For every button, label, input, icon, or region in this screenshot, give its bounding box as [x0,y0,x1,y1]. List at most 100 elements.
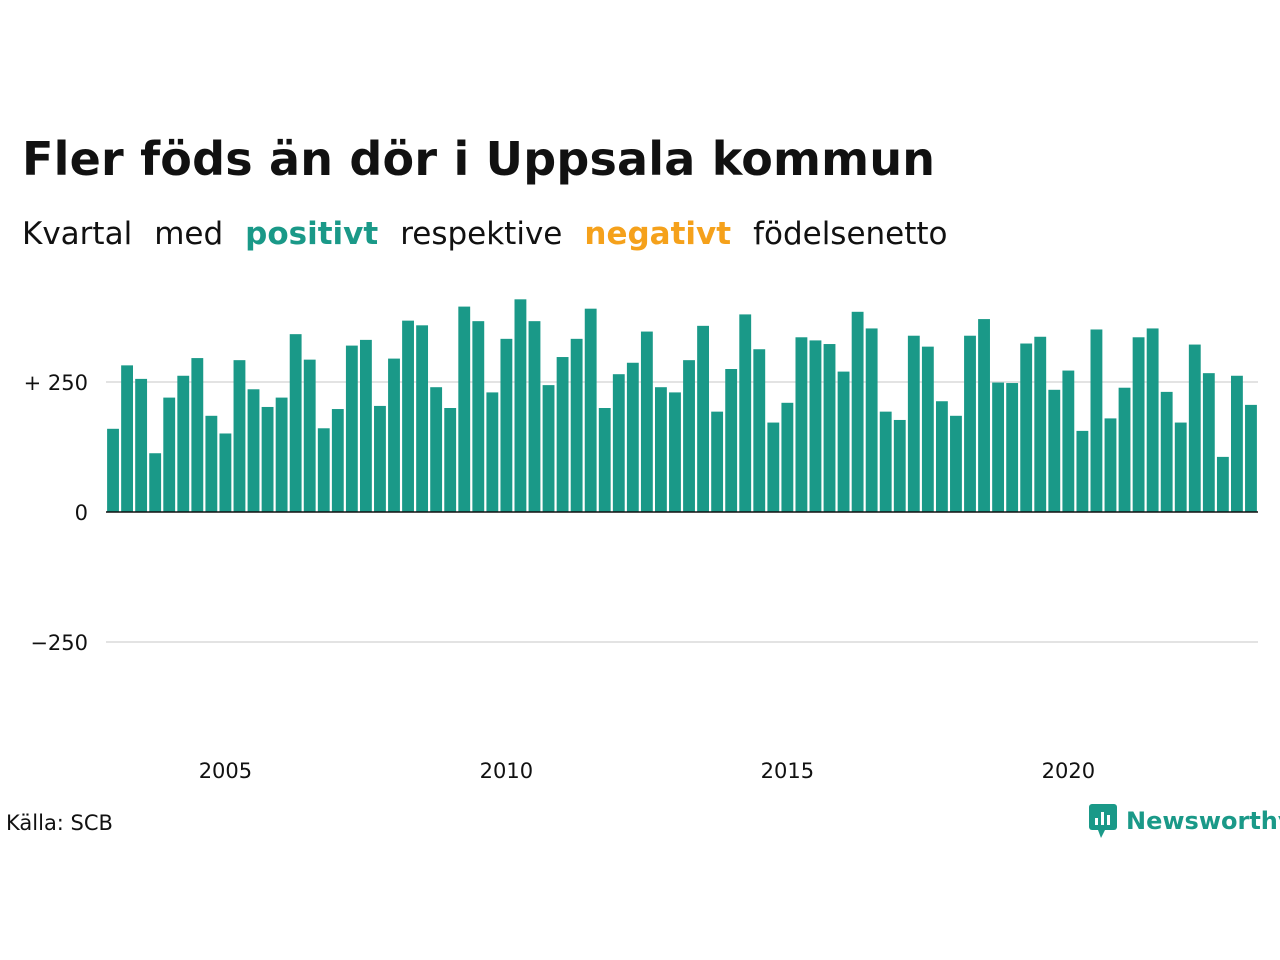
bar [121,365,133,512]
bar [191,358,204,512]
brand-name: Newsworthy [1126,807,1280,835]
bar [514,299,527,512]
bar [823,344,836,512]
bar-chart: + 250 0 −250 2005 2010 2015 2020 [24,299,1258,783]
bar [950,415,962,512]
bar [219,433,232,512]
bar [359,339,372,512]
bar [542,385,555,512]
bar [444,408,457,512]
x-tick-label: 2020 [1042,759,1095,783]
subtitle-word: med [154,216,224,252]
bar [107,428,119,512]
y-tick-label: 0 [75,501,88,525]
bar [1202,373,1215,512]
axes: + 250 0 −250 2005 2010 2015 2020 [24,371,1258,783]
bar [935,401,948,512]
y-tick-label: + 250 [24,371,88,395]
bar [725,369,738,512]
bar [289,334,302,512]
bar [163,397,176,512]
x-tick-label: 2015 [761,759,814,783]
bar [612,374,625,512]
subtitle-negative-word: negativt [584,216,732,252]
bar [1216,456,1229,512]
bar [1006,383,1019,512]
bar [711,411,724,512]
bar [402,320,414,512]
bar [275,397,288,512]
bar [1034,336,1047,512]
newsworthy-logo-icon [1089,804,1117,838]
subtitle-word: Kvartal [22,216,133,252]
bar [500,338,513,512]
bar [1090,329,1103,512]
bar [655,387,667,512]
bar [1048,389,1061,512]
bar [388,358,400,512]
source-note: Källa: SCB [6,811,113,835]
brand-logo: Newsworthy [1088,803,1280,839]
bars [107,299,1257,512]
bar [907,335,920,512]
y-tick-label: −250 [30,631,88,655]
bar [1062,370,1075,512]
bar [879,411,892,512]
x-tick-label: 2010 [480,759,533,783]
bar [1188,344,1201,512]
bar [472,321,485,512]
bar [458,306,471,512]
bar [233,360,246,512]
bar [331,409,344,512]
bar [486,392,499,512]
bar [374,405,386,512]
bar [865,328,878,512]
bar [837,371,850,512]
bar [739,314,752,512]
bar [1231,375,1243,512]
bar [697,325,709,512]
bar [1020,343,1033,512]
bar [683,360,695,512]
bar [626,362,639,512]
bar [992,382,1005,512]
bar [1146,328,1159,512]
chart-title: Fler föds än dör i Uppsala kommun [22,132,936,186]
bar [851,311,864,512]
subtitle-word: födelsenetto [753,216,948,252]
bar [598,408,611,512]
bar [556,357,569,512]
bar [781,402,794,512]
bar [1160,391,1173,512]
bar [345,345,358,512]
x-tick-label: 2005 [199,759,252,783]
bar [795,337,808,512]
bar [1245,404,1257,512]
subtitle-positive-word: positivt [245,216,379,252]
bar [584,308,597,512]
bar [528,321,541,512]
bar [1104,418,1117,512]
bar [135,378,148,512]
bar [261,406,274,512]
bar [247,389,260,512]
bar [767,422,780,512]
bar [753,349,766,512]
bar [921,346,934,512]
bar [893,419,906,512]
bar [205,415,218,512]
bar [317,428,330,512]
bar [303,359,316,512]
bar [1174,422,1187,512]
bar [416,325,429,512]
bar [1118,387,1131,512]
subtitle-word: respektive [400,216,563,252]
bar [809,340,822,512]
bar [1132,337,1145,512]
bar [964,335,976,512]
bar [1076,430,1089,512]
bar [640,331,653,512]
bar [430,387,443,512]
bar [177,375,190,512]
chart-subtitle: Kvartal med positivt respektive negativt föde… [22,216,970,252]
